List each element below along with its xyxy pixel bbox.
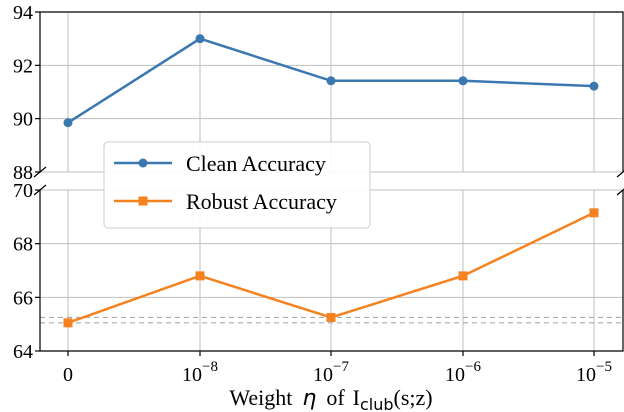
x-tick-label-1: 10−8 — [182, 359, 218, 386]
data-point-1-1 — [195, 271, 205, 281]
y-tick-label-lower-3: 70 — [13, 180, 33, 202]
legend-label-robust: Robust Accuracy — [186, 189, 337, 214]
lower-y-ticks: 64 66 68 70 — [13, 180, 40, 363]
data-point-0-1 — [195, 34, 205, 44]
data-point-0-0 — [63, 118, 73, 128]
y-tick-label-upper-1: 90 — [13, 109, 33, 131]
x-tick-label-2: 10−7 — [313, 359, 349, 386]
data-point-1-2 — [326, 312, 336, 322]
y-tick-label-upper-3: 94 — [13, 2, 33, 24]
legend-entry-clean: Clean Accuracy — [114, 151, 326, 176]
data-point-1-3 — [458, 271, 468, 281]
legend-marker-clean — [138, 158, 148, 168]
upper-panel-frame — [39, 11, 624, 172]
data-point-0-3 — [458, 76, 468, 86]
y-tick-label-lower-0: 64 — [13, 341, 33, 363]
legend-marker-robust — [138, 196, 148, 206]
data-point-1-0 — [63, 318, 73, 328]
x-tick-label-0: 0 — [63, 364, 73, 386]
x-axis-label-symbol: η — [302, 386, 316, 411]
data-point-0-2 — [326, 76, 336, 86]
y-tick-label-upper-0: 88 — [13, 162, 33, 184]
y-tick-label-lower-2: 68 — [13, 234, 33, 256]
x-ticks: 0 10−8 10−7 10−6 10−5 — [63, 351, 612, 386]
x-axis-label-prefix: Weight — [229, 385, 292, 410]
upper-y-ticks: 88 90 92 94 — [13, 2, 40, 184]
x-axis-label-subscript: club — [360, 395, 394, 412]
legend-entry-robust: Robust Accuracy — [114, 189, 337, 214]
x-axis-label-term: I — [353, 385, 360, 410]
x-axis-label-args: (s;z) — [394, 385, 433, 410]
x-tick-label-4: 10−5 — [576, 359, 612, 386]
x-tick-label-3: 10−6 — [445, 359, 481, 386]
series-layer — [63, 34, 599, 328]
legend: Clean Accuracy Robust Accuracy — [103, 141, 371, 229]
x-axis-label-middle: of — [326, 385, 345, 410]
legend-label-clean: Clean Accuracy — [186, 151, 326, 176]
data-point-1-4 — [589, 208, 599, 218]
data-point-0-4 — [589, 81, 599, 91]
y-tick-label-lower-1: 66 — [13, 287, 33, 309]
y-tick-label-upper-2: 92 — [13, 55, 33, 77]
x-axis-label: Weight η of Iclub(s;z) — [229, 385, 432, 412]
